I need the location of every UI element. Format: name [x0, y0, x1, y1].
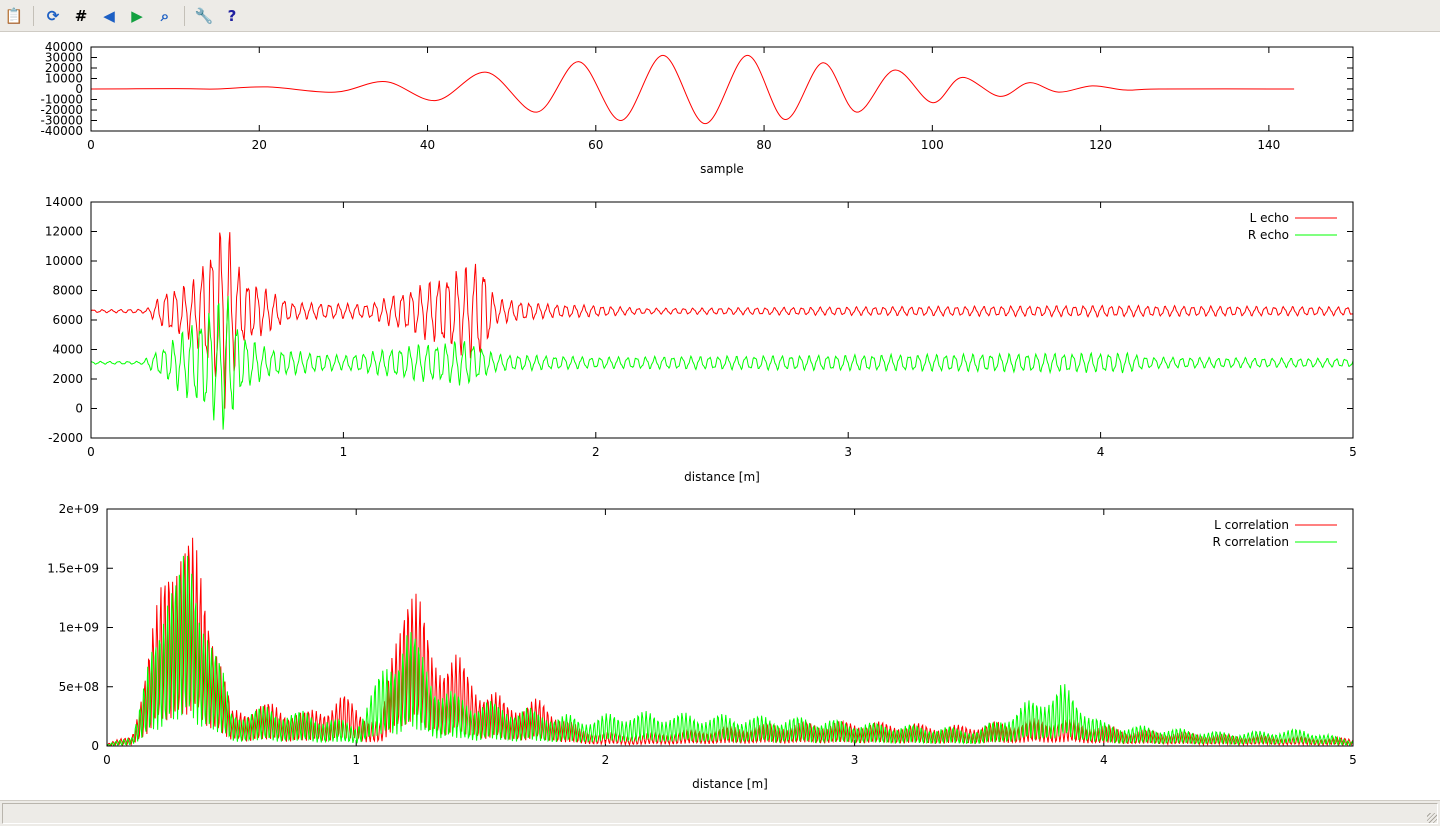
toolbar-separator: [184, 5, 185, 26]
x-axis-label: distance [m]: [692, 777, 768, 791]
toolbar-separator: [33, 5, 34, 26]
x-tick-label: 5: [1349, 753, 1357, 767]
plot-border: [106, 508, 1354, 747]
legend-label: L correlation: [1214, 518, 1289, 532]
x-tick-label: 5: [1349, 445, 1357, 459]
x-tick-label: 100: [921, 138, 944, 152]
help-button[interactable]: ?: [221, 5, 243, 27]
x-tick-label: 0: [87, 138, 95, 152]
autoscale-icon: ⌕: [160, 6, 170, 25]
toggle-grid-icon: #: [74, 6, 88, 25]
series-line-l-echo: [91, 232, 1353, 409]
x-tick-label: 140: [1257, 138, 1280, 152]
options-icon: 🔧: [194, 6, 214, 25]
x-axis-label: sample: [700, 162, 744, 176]
legend-label: R correlation: [1212, 535, 1289, 549]
legend-label: L echo: [1250, 211, 1289, 225]
next-zoom-icon: ▶: [131, 6, 143, 25]
x-tick-label: 4: [1097, 445, 1105, 459]
y-tick-label: 10000: [45, 254, 83, 268]
x-tick-label: 60: [588, 138, 603, 152]
y-tick-label: 0: [75, 82, 83, 96]
x-tick-label: 1: [340, 445, 348, 459]
y-tick-label: 2000: [52, 372, 83, 386]
chart-1: 0 20 40 60 80 100 120 140400003000020000100000-…: [40, 40, 1354, 176]
x-tick-label: 1: [352, 753, 360, 767]
y-tick-label: 8000: [52, 284, 83, 298]
series-line: [91, 54, 1295, 125]
x-tick-label: 3: [844, 445, 852, 459]
y-tick-label: 14000: [45, 195, 83, 209]
y-tick-label: 2e+09: [59, 502, 99, 516]
x-tick-label: 3: [851, 753, 859, 767]
y-tick-label: 12000: [45, 225, 83, 239]
x-tick-label: 80: [756, 138, 771, 152]
plot-area: 0 20 40 60 80 100 120 140400003000020000100000-…: [40, 40, 1357, 791]
legend-label: R echo: [1248, 228, 1289, 242]
y-tick-label: -10000: [40, 93, 83, 107]
y-tick-label: 4000: [52, 343, 83, 357]
y-tick-label: -20000: [40, 103, 83, 117]
replot-icon: ⟳: [46, 6, 60, 25]
x-tick-label: 0: [103, 753, 111, 767]
y-tick-label: 40000: [45, 40, 83, 54]
help-icon: ?: [227, 6, 237, 25]
copy-to-clipboard-button[interactable]: 📋: [3, 5, 25, 27]
x-tick-label: 20: [252, 138, 267, 152]
y-tick-label: -40000: [40, 124, 83, 138]
y-tick-label: 1.5e+09: [47, 561, 99, 575]
x-axis-label: distance [m]: [684, 470, 760, 484]
y-tick-label: 30000: [45, 51, 83, 65]
toggle-grid-button[interactable]: #: [70, 5, 92, 27]
x-tick-label: 4: [1100, 753, 1108, 767]
y-tick-label: 1e+09: [59, 621, 99, 635]
replot-button[interactable]: ⟳: [42, 5, 64, 27]
options-button[interactable]: 🔧: [193, 5, 215, 27]
copy-to-clipboard-icon: 📋: [4, 6, 24, 25]
y-tick-label: 0: [91, 739, 99, 753]
series-line-r-correlation: [107, 555, 1353, 746]
autoscale-button[interactable]: ⌕: [154, 5, 176, 27]
status-bar: [0, 800, 1440, 826]
plot-border: [90, 201, 1354, 439]
plot-border: [90, 46, 1354, 132]
previous-zoom-button[interactable]: ◀: [98, 5, 120, 27]
series-line-r-echo: [91, 295, 1353, 430]
x-tick-label: 0: [87, 445, 95, 459]
status-text: [2, 803, 1438, 824]
y-tick-label: 0: [75, 402, 83, 416]
y-tick-label: 10000: [45, 72, 83, 86]
series-line-l-correlation: [107, 537, 1353, 746]
x-tick-label: 40: [420, 138, 435, 152]
y-tick-label: 5e+08: [59, 680, 99, 694]
x-tick-label: 120: [1089, 138, 1112, 152]
next-zoom-button[interactable]: ▶: [126, 5, 148, 27]
y-tick-label: 20000: [45, 61, 83, 75]
chart-3: 0 1 2 3 4 5 2e+09 1.5e+09 1e+09 5e+08 0 distance [m…: [47, 502, 1357, 791]
previous-zoom-icon: ◀: [103, 6, 115, 25]
resize-grip[interactable]: [1427, 813, 1437, 823]
x-tick-label: 2: [602, 753, 610, 767]
y-tick-label: 6000: [52, 313, 83, 327]
x-tick-label: 2: [592, 445, 600, 459]
toolbar: 📋 ⟳ # ◀ ▶ ⌕ 🔧?: [0, 0, 1440, 32]
y-tick-label: -30000: [40, 114, 83, 128]
chart-2: 0 1 2 3 4 5 14000 12000 10000 8000 6000 4000 2000 0 -2…: [45, 195, 1357, 484]
y-tick-label: -2000: [48, 431, 83, 445]
